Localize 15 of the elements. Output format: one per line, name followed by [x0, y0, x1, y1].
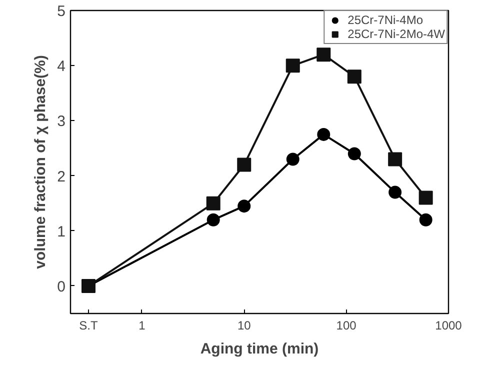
legend-label: 25Cr-7Ni-2Mo-4W	[348, 27, 445, 41]
y-tick-label: 2	[57, 168, 66, 186]
x-tick-label: 1	[138, 318, 146, 332]
x-tick-label: 1000	[435, 318, 462, 332]
y-tick-label: 3	[57, 113, 66, 130]
y-axis-title: volume fraction of χ phase(%)	[32, 55, 50, 269]
x-tick-label: S.T	[79, 318, 98, 332]
y-tick-label: 5	[57, 3, 66, 20]
legend-label: 25Cr-7Ni-4Mo	[348, 13, 423, 27]
x-axis-title: Aging time (min)	[200, 340, 319, 358]
y-tick-label: 0	[57, 278, 66, 296]
x-tick-label: 100	[336, 318, 357, 332]
y-tick-label: 1	[57, 223, 66, 240]
x-tick-label: 10	[237, 318, 252, 332]
y-tick-label: 4	[57, 58, 66, 76]
